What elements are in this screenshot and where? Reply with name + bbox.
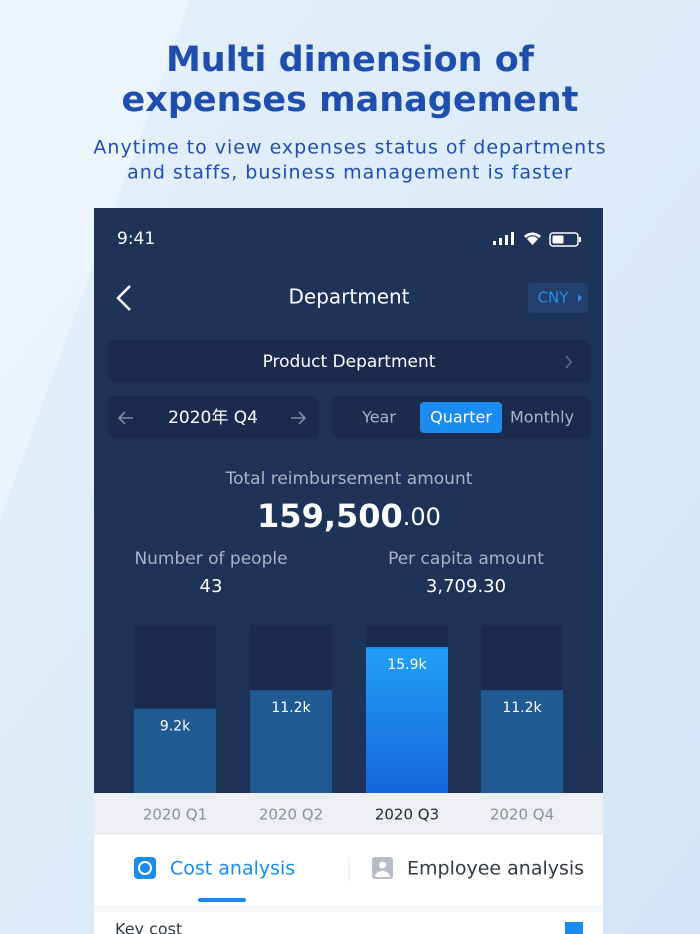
bar-label: 15.9k	[387, 657, 427, 673]
department-selector[interactable]	[108, 340, 590, 383]
x-tick-label: 2020 Q3	[375, 806, 439, 824]
employee-icon-body	[375, 871, 390, 877]
headline: expenses management	[122, 80, 579, 120]
next-period[interactable]	[291, 411, 307, 425]
status-time: 9:41	[117, 229, 155, 249]
subtitle: and staffs, business management is faste…	[127, 162, 573, 184]
bar	[366, 647, 448, 793]
total-amount: 159,500.00	[257, 497, 441, 535]
total-decimal: .00	[403, 503, 441, 531]
people-count: 43	[200, 576, 223, 597]
section-title: Key cost	[115, 920, 182, 934]
currency-arrow	[578, 294, 582, 302]
period-option[interactable]: Monthly	[510, 408, 574, 427]
tab-indicator	[198, 898, 246, 902]
total-integer: 159,500	[257, 497, 403, 535]
currency-label: CNY	[538, 289, 570, 307]
bar-label: 11.2k	[502, 700, 542, 716]
bar-label: 11.2k	[271, 700, 311, 716]
bar-top	[366, 647, 448, 649]
back-button[interactable]	[116, 285, 131, 311]
subtitle: Anytime to view expenses status of depar…	[93, 137, 606, 159]
currency-button[interactable]	[528, 283, 588, 313]
bar	[134, 708, 216, 793]
x-tick-label: 2020 Q2	[259, 806, 323, 824]
cost-icon-ring	[138, 861, 152, 875]
section-icon	[565, 922, 583, 934]
x-tick-label: 2020 Q4	[490, 806, 554, 824]
status-icons	[493, 232, 581, 247]
cost-icon	[134, 857, 156, 879]
section-card	[94, 912, 603, 934]
per-capita-amount: 3,709.30	[426, 576, 506, 597]
tab[interactable]: Cost analysis	[170, 858, 295, 880]
option-highlight	[420, 402, 502, 433]
bar	[481, 690, 563, 793]
people-label: Number of people	[134, 549, 287, 569]
nav-title: Department	[288, 285, 409, 309]
department-name: Product Department	[263, 352, 436, 372]
period-label: 2020年 Q4	[168, 408, 258, 428]
x-tick-label: 2020 Q1	[143, 806, 207, 824]
employee-icon-head	[379, 861, 386, 869]
period-stepper	[108, 396, 318, 439]
period-option[interactable]: Quarter	[430, 408, 492, 427]
tab[interactable]: Employee analysis	[407, 858, 584, 880]
prev-period[interactable]	[117, 411, 133, 425]
bar	[250, 690, 332, 793]
headline: Multi dimension of	[166, 40, 535, 80]
total-label: Total reimbursement amount	[225, 469, 473, 489]
chevron	[565, 355, 572, 369]
axis-band	[94, 793, 603, 835]
bar-label: 9.2k	[160, 719, 191, 735]
per-capita-label: Per capita amount	[388, 549, 544, 569]
period-option[interactable]: Year	[361, 408, 396, 427]
